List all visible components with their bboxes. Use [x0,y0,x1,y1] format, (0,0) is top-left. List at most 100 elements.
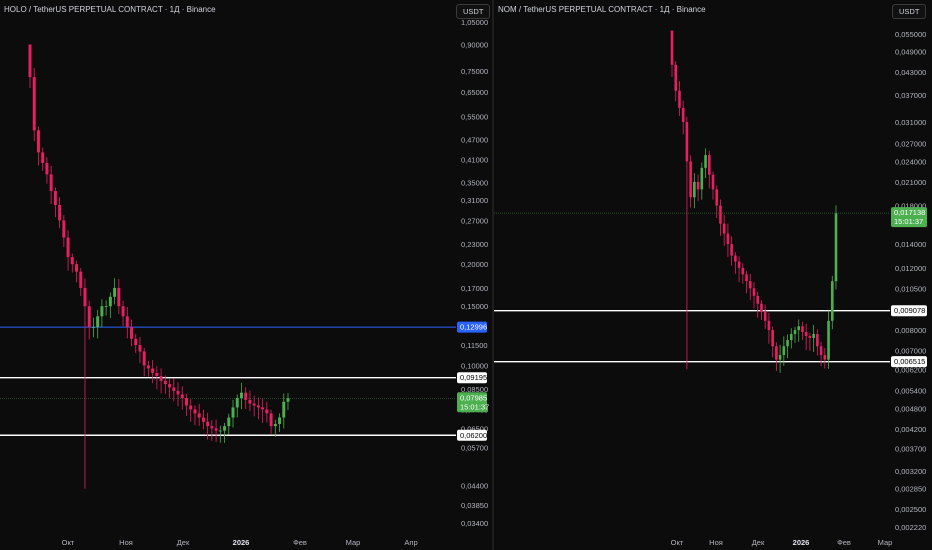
candle-body [734,255,737,262]
candle [70,253,74,273]
candle-body [130,327,133,339]
candle [168,379,172,399]
candle-body [827,320,830,360]
candle-body [100,306,104,317]
x-tick-label: Дек [752,538,765,547]
candle [227,413,231,435]
candle [752,282,756,309]
candle [138,336,142,363]
candle-body [726,233,730,245]
y-tick-label: 0,15000 [461,302,488,311]
candle-body [801,326,804,333]
candle [41,147,45,171]
candle-body [797,326,801,331]
candle-body [722,223,726,234]
price-label-text: 0,017138 [894,208,925,217]
candle [100,299,104,327]
candle-body [775,346,778,360]
y-tick-label: 0,27000 [461,216,488,225]
y-tick-label: 0,049000 [895,48,926,57]
candle-body [812,333,815,338]
candle-body [168,384,172,388]
candle-body [113,287,117,297]
candle [53,187,57,218]
candle-body [763,312,767,321]
candle-body [70,257,74,265]
y-tick-label: 0,002500 [895,505,926,514]
candle-body [808,335,812,338]
price-label-box [891,207,927,228]
price-label-box [457,392,487,413]
candle [771,326,774,358]
nom-chart-svg[interactable]: 0,055000 0,049000 0,043000 0,037000 0,031000… [494,0,932,550]
candle-body [172,387,176,391]
candle [670,30,674,78]
candle-body [282,401,286,418]
x-tick-label: Окт [671,538,684,547]
nom-chart-panel[interactable]: 0,055000 0,049000 0,043000 0,037000 0,031000… [494,0,932,550]
candle [756,291,760,318]
price-label-text: 0,006515 [894,357,925,366]
candle [117,278,121,314]
candle-body [214,428,218,431]
candle-body [185,398,188,406]
x-tick-label: 2026 [793,538,810,547]
candle-body [163,380,167,385]
candle [681,100,685,135]
candle [804,323,808,351]
candle [782,336,786,366]
candle-body [227,417,231,427]
candle [189,399,193,422]
candle [812,324,815,352]
candle [172,378,176,402]
candle [206,412,210,440]
candle-body [159,376,163,381]
candle-body [816,333,819,347]
candle [142,347,146,377]
y-tick-label: 0,31000 [461,196,488,205]
candle [218,425,222,443]
candle [58,197,62,229]
holo-chart-svg[interactable]: 1,05000 0,90000 0,75000 0,65000 0,55000 0,470… [0,0,492,550]
candle [786,334,789,359]
price-axis [890,0,932,550]
x-tick-label: Мар [346,538,361,547]
candle [104,300,108,316]
candle [113,278,117,305]
candle [767,312,771,344]
candle [797,319,801,342]
candle-body [693,181,696,198]
candle-body [248,399,252,404]
holo-chart-panel[interactable]: 1,05000 0,90000 0,75000 0,65000 0,55000 0,470… [0,0,492,550]
chart-title: HOLO / TetherUS PERPETUAL CONTRACT · 1Д … [4,5,216,14]
price-label-blue: 0,12996 [457,321,487,333]
candle [719,199,722,236]
currency-unit-button[interactable]: USDT [892,4,927,19]
candle-body [49,174,53,192]
candle [248,390,252,412]
candle [823,348,827,369]
candle-body [66,237,70,258]
candle-body [146,365,150,369]
candle-body [256,405,260,408]
candle [201,409,205,430]
candle-body [286,398,290,402]
y-tick-label: 0,41000 [461,155,488,164]
candle-body [138,345,142,352]
countdown-text: 15:01:37 [894,217,923,226]
candle-body [142,351,146,366]
currency-unit-button[interactable]: USDT [456,4,491,19]
candle-body [265,409,269,414]
candle-body [715,189,719,206]
candle-body [41,152,45,163]
candle [741,263,745,284]
y-tick-label: 0,03400 [461,519,488,528]
panel-divider[interactable] [492,0,494,550]
candle-body [278,417,282,424]
y-tick-label: 0,024000 [895,157,926,166]
y-tick-label: 0,004200 [895,425,926,434]
price-label-white: 0,09195 [457,372,487,384]
candle [91,317,95,338]
y-tick-label: 0,06500 [461,424,488,433]
countdown-text: 15:01:37 [460,402,489,411]
